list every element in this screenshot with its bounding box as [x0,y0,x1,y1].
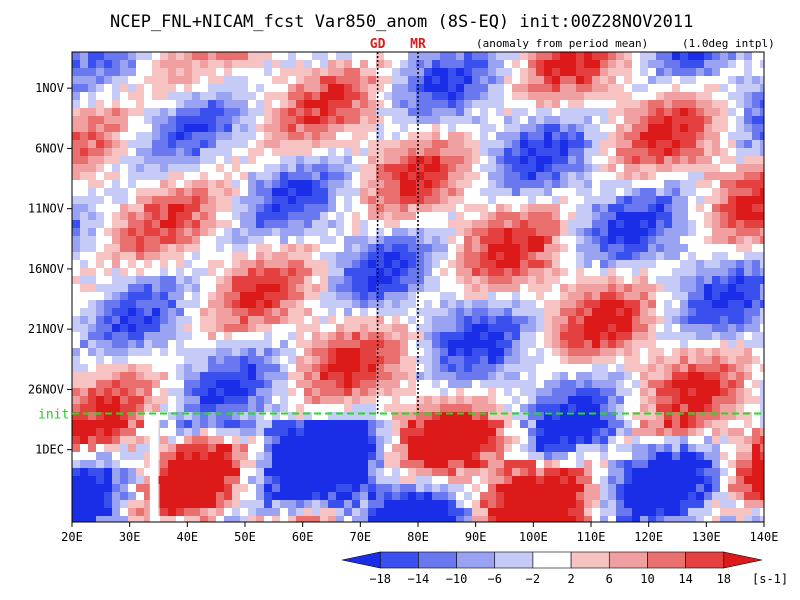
colorbar-units: [s-1] [752,572,788,586]
x-tick-label: 20E [61,530,83,544]
x-tick-label: 30E [119,530,141,544]
y-tick-label: 16NOV [28,262,64,276]
colorbar-level-label: −14 [408,572,430,586]
field-level-3 [72,52,764,522]
x-tick-label: 70E [349,530,371,544]
x-tick-label: 130E [692,530,721,544]
colorbar-swatch [418,551,457,569]
colorbar-level-label: 2 [567,572,574,586]
colorbar-swatch [341,551,381,569]
x-tick-label: 40E [176,530,198,544]
y-tick-label: 1DEC [35,443,64,457]
chart-note: (1.0deg intpl) [682,37,775,50]
y-tick-label: 6NOV [35,141,64,155]
x-axis: 20E 30E 40E 50E 60E 70E 80E 90E 100E 110E 120E 130E… [61,522,778,544]
x-tick-label: 50E [234,530,256,544]
colorbar-swatch [723,551,763,569]
colorbar: −18 −14 −10 −6 −2 2 6 10 14 18 [s-1] [341,551,788,586]
field-level-2 [72,52,764,522]
colorbar-swatch [608,551,648,569]
field-level-6 [72,52,764,522]
colorbar-swatch [685,551,725,569]
colorbar-level-label: 10 [640,572,654,586]
y-tick-label: 21NOV [28,322,64,336]
y-axis: 1NOV 6NOV 11NOV 16NOV 21NOV 26NOV 1DEC [28,81,72,457]
colorbar-swatch [456,551,496,569]
field-level-9 [72,52,764,522]
colorbar-level-label: −6 [488,572,502,586]
colorbar-level-label: 6 [606,572,613,586]
x-tick-label: 60E [292,530,314,544]
y-tick-label: 26NOV [28,382,64,396]
x-tick-label: 110E [577,530,606,544]
field-level-0 [72,52,752,522]
init-line-group: init [38,408,764,423]
colorbar-level-label: −2 [526,572,540,586]
anomaly-field [72,52,764,522]
colorbar-swatch [532,551,572,569]
colorbar-swatch [570,551,610,569]
colorbar-swatch [379,551,419,569]
colorbar-swatch [494,551,534,569]
missing-data-strip [149,413,159,522]
colorbar-level-label: 14 [678,572,692,586]
colorbar-swatch [647,551,686,569]
colorbar-level-label: −10 [446,572,468,586]
init-label: init [38,408,69,423]
colorbar-level-label: −18 [369,572,391,586]
y-tick-label: 1NOV [35,81,64,95]
location-markers: GD MR [370,37,426,414]
y-tick-label: 11NOV [28,202,64,216]
chart-title: NCEP_FNL+NICAM_fcst Var850_anom (8S-EQ) … [110,12,693,32]
x-tick-label: 140E [750,530,779,544]
chart-subtitle: (anomaly from period mean) [476,37,648,50]
marker-label-gd: GD [370,37,386,52]
colorbar-level-label: 18 [717,572,731,586]
x-tick-label: 90E [465,530,487,544]
x-tick-label: 80E [407,530,429,544]
x-tick-label: 100E [519,530,548,544]
x-tick-label: 120E [634,530,663,544]
marker-label-mr: MR [410,37,426,52]
